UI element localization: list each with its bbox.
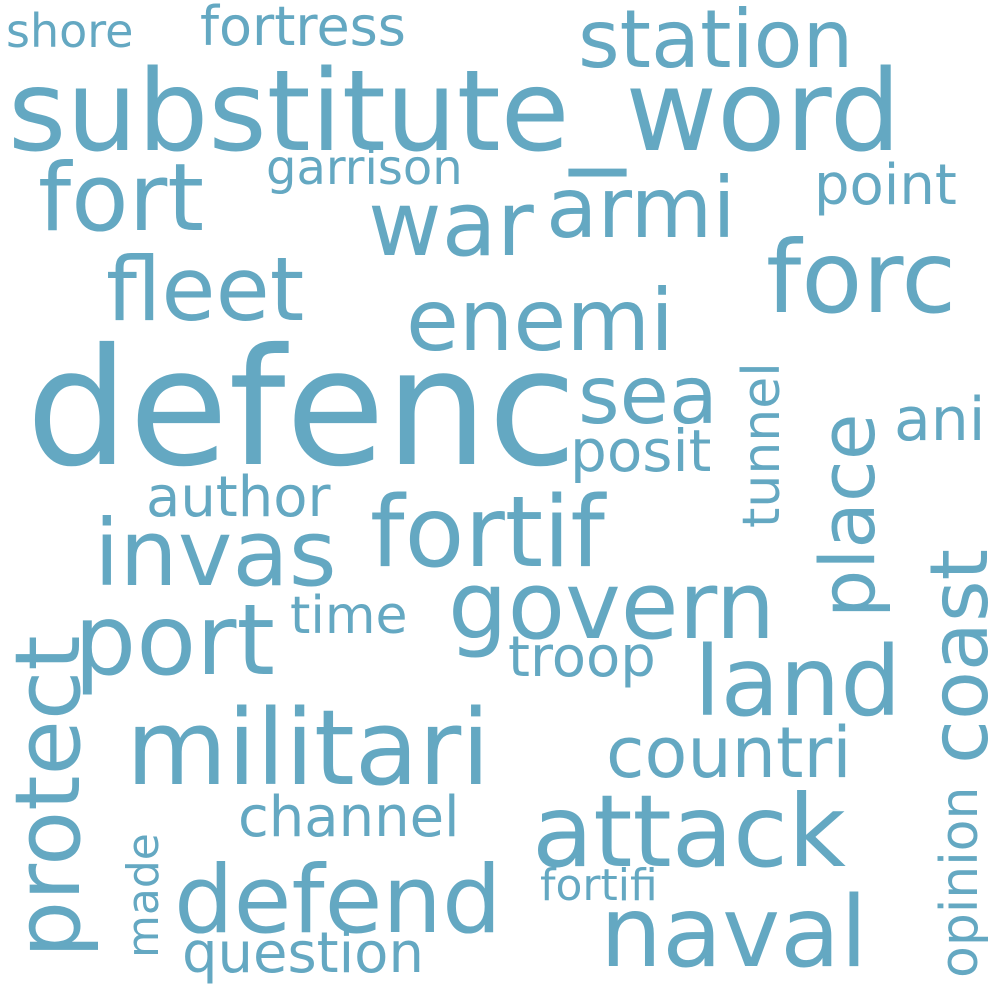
word-posit: posit	[570, 417, 712, 485]
word-attack: attack	[532, 773, 846, 890]
word-militari: militari	[126, 687, 491, 809]
word-naval: naval	[600, 876, 868, 990]
word-fortif: fortif	[370, 476, 605, 590]
word-defend: defend	[174, 846, 502, 955]
word-fortress: fortress	[200, 0, 406, 58]
word-point: point	[814, 153, 957, 218]
word-fort: fort	[38, 144, 205, 253]
word-channel: channel	[238, 785, 460, 850]
word-shore: shore	[6, 4, 134, 58]
word-land: land	[694, 626, 902, 738]
word-coast: coast	[913, 549, 1000, 764]
word-govern: govern	[448, 552, 776, 661]
word-port: port	[74, 584, 275, 698]
word-invas: invas	[94, 500, 337, 607]
word-sea: sea	[578, 349, 718, 442]
word-troop: troop	[508, 625, 656, 690]
word-forc: forc	[766, 219, 957, 336]
word-opinion: opinion	[930, 786, 990, 978]
word-armi: armi	[546, 159, 736, 257]
word-ani: ani	[894, 385, 986, 455]
word-fortifi: fortifi	[540, 860, 658, 911]
word-station: station	[578, 0, 854, 86]
word-time: time	[290, 586, 408, 646]
word-place: place	[803, 413, 892, 618]
word-made: made	[118, 833, 169, 958]
word-enemi: enemi	[406, 271, 674, 371]
word-question: question	[182, 921, 424, 986]
word-garrison: garrison	[266, 140, 463, 196]
word-tunnel: tunnel	[732, 362, 792, 528]
word-author: author	[146, 465, 331, 530]
word-defenc: defenc	[26, 315, 577, 503]
word-fleet: fleet	[106, 238, 305, 341]
word-substitute-word: substitute_word	[8, 47, 901, 177]
word-countri: countri	[606, 712, 852, 794]
word-war: war	[368, 172, 534, 277]
word-protect: protect	[0, 635, 101, 958]
